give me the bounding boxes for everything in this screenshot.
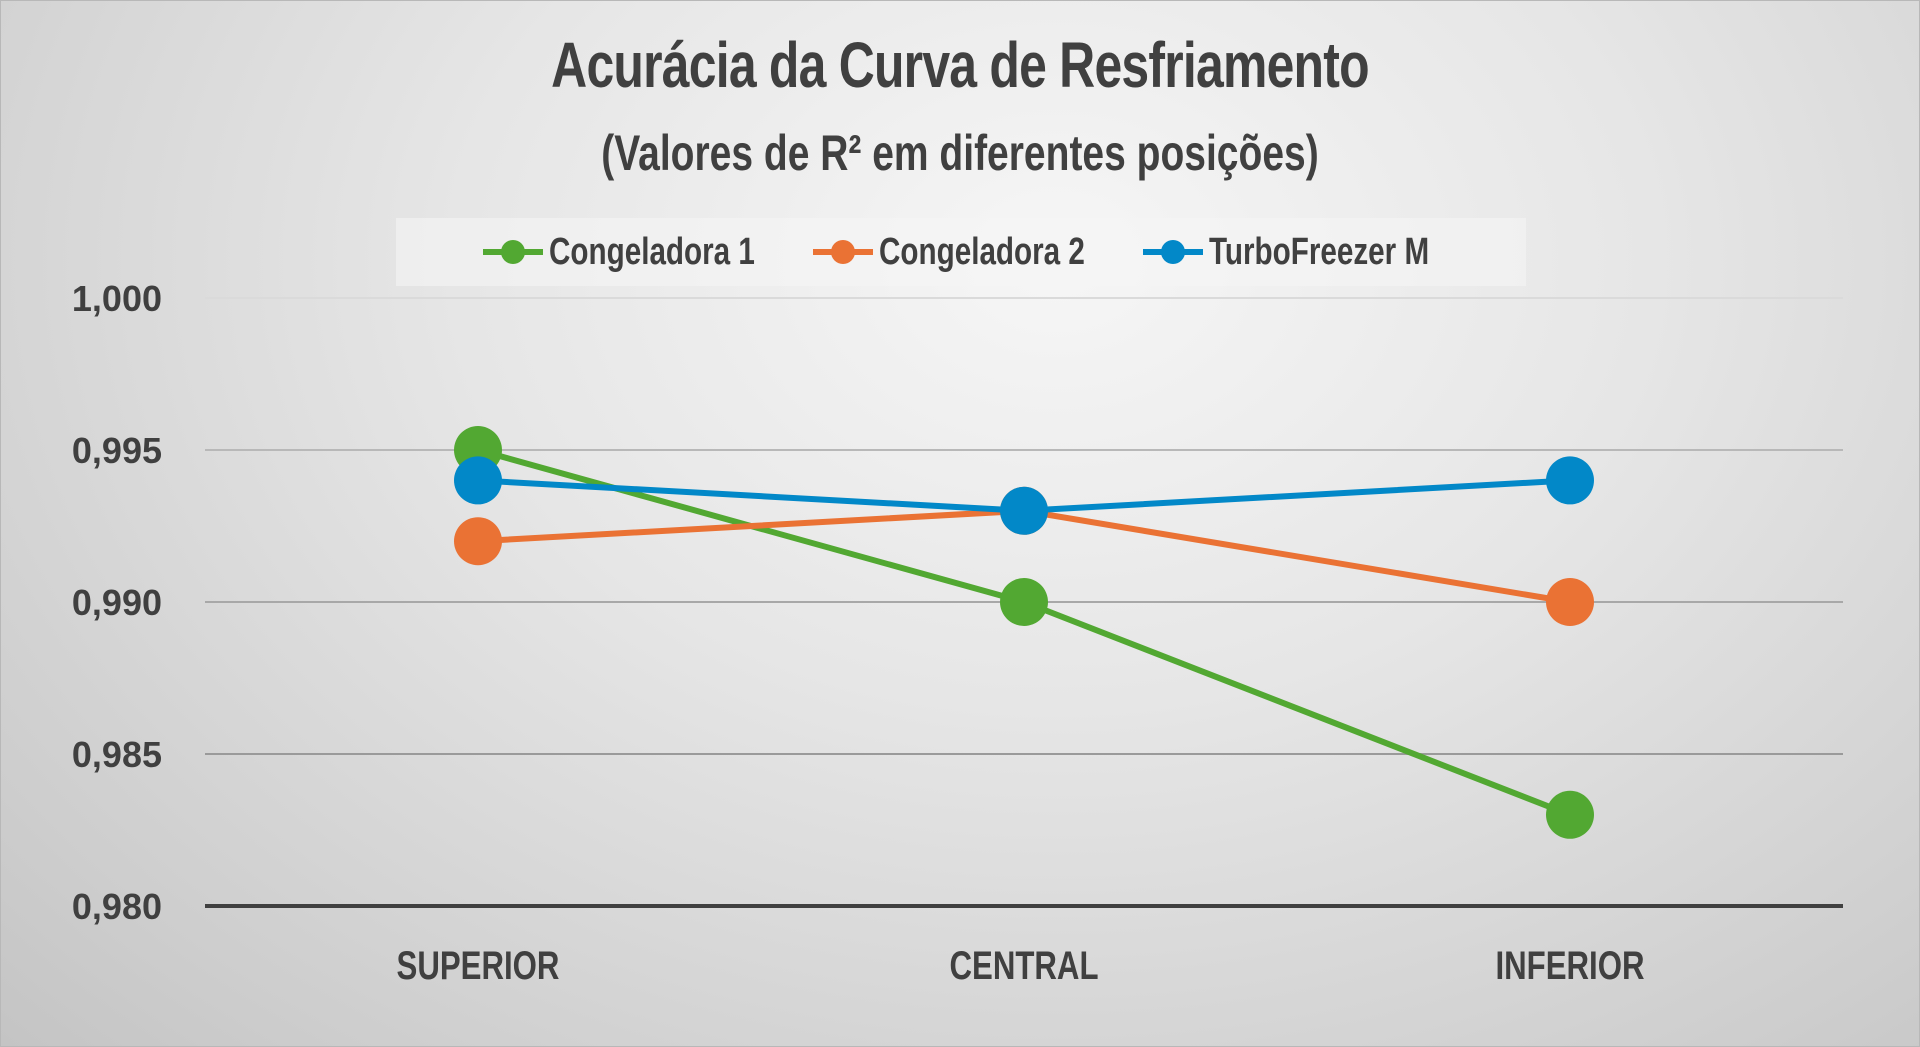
- data-point-marker: [1000, 578, 1048, 626]
- x-tick-label: CENTRAL: [949, 943, 1098, 988]
- x-axis: SUPERIOR CENTRAL INFERIOR: [397, 943, 1645, 988]
- data-point-marker: [1546, 790, 1594, 839]
- legend-line-marker-icon: [812, 240, 873, 264]
- data-point-marker: [454, 456, 502, 505]
- y-tick-label: 0,985: [72, 734, 162, 775]
- data-point-marker: [454, 517, 502, 566]
- chart-legend: Congeladora 1 Congeladora 2 TurboFreezer…: [396, 218, 1526, 286]
- legend-line-marker-icon: [482, 240, 543, 264]
- y-axis: 1,000 0,995 0,990 0,985 0,980: [72, 278, 162, 927]
- y-tick-label: 0,990: [72, 582, 162, 623]
- chart-subtitle: (Valores de R² em diferentes posições): [601, 125, 1319, 181]
- series-turbofreezer-m: [454, 456, 1594, 535]
- data-point-marker: [1546, 456, 1594, 505]
- series-layer: [454, 426, 1594, 839]
- legend-label: Congeladora 2: [878, 230, 1085, 273]
- legend-item-congeladora-2: Congeladora 2: [811, 231, 1093, 274]
- legend-label: TurboFreezer M: [1208, 230, 1429, 273]
- data-point-marker: [1546, 578, 1594, 626]
- legend-item-congeladora-1: Congeladora 1: [481, 231, 763, 274]
- chart-title: Acurácia da Curva de Resfriamento: [551, 29, 1369, 101]
- x-tick-label: INFERIOR: [1495, 943, 1644, 988]
- y-tick-label: 0,980: [72, 886, 162, 927]
- y-tick-label: 1,000: [72, 278, 162, 319]
- x-tick-label: SUPERIOR: [397, 943, 560, 988]
- data-point-marker: [1000, 486, 1048, 535]
- y-tick-label: 0,995: [72, 430, 162, 471]
- legend-item-turbofreezer-m: TurboFreezer M: [1141, 231, 1441, 274]
- legend-label: Congeladora 1: [548, 230, 755, 273]
- legend-line-marker-icon: [1142, 240, 1203, 264]
